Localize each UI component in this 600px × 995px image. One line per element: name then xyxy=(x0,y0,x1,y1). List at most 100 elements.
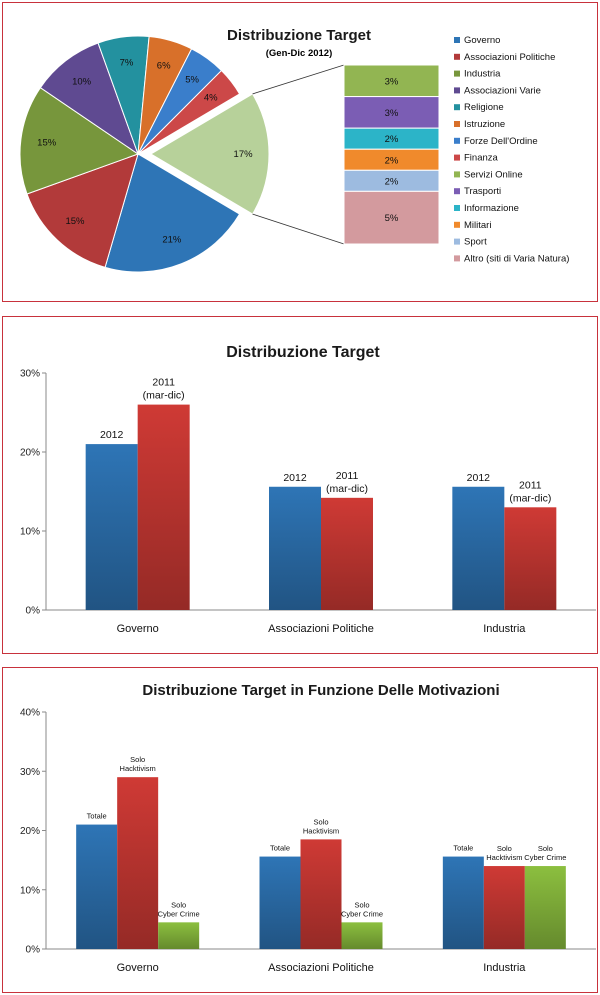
x-category-label: Governo xyxy=(117,623,159,635)
stack-segment-label: 3% xyxy=(385,76,399,87)
legend-label: Sport xyxy=(464,237,487,248)
pie-slice-0 xyxy=(104,153,241,273)
legend-swatch xyxy=(454,205,460,211)
x-category-label: Industria xyxy=(483,962,526,974)
bar-data-label: 2011 (mar-dic) xyxy=(326,470,368,495)
stack-segment-1 xyxy=(343,96,440,129)
bar-industria-series-2 xyxy=(524,866,566,949)
pie-slice-label: 6% xyxy=(157,61,171,72)
legend-label: Militari xyxy=(464,220,491,231)
pie-chart-title: Distribuzione Target xyxy=(227,27,371,44)
bar-industria-series-1 xyxy=(483,866,525,949)
bar-data-label: Solo Hacktivism xyxy=(120,755,156,773)
bar-data-label: Totale xyxy=(453,844,473,853)
pie-slice-label: 15% xyxy=(37,137,57,148)
bar-chart-2012-vs-2011: Distribuzione Target 0% 10% 20% 30% Governo 2… xyxy=(20,344,596,635)
legend-label: Associazioni Varie xyxy=(464,85,541,96)
stack-segment-label: 2% xyxy=(385,155,399,166)
pie-slice-3 xyxy=(39,42,139,156)
pie-slice-label: 10% xyxy=(72,76,92,87)
x-category-label: Associazioni Politiche xyxy=(268,623,374,635)
legend-label: Forze Dell'Ordine xyxy=(464,136,538,147)
bar-data-label: 2012 xyxy=(467,472,491,484)
legend-label: Altro (siti di Varia Natura) xyxy=(464,253,569,264)
legend-label: Industria xyxy=(464,69,501,80)
bar-data-label: Solo Cyber Crime xyxy=(341,900,383,918)
bar-data-label: Totale xyxy=(87,812,107,821)
pie-slice-7 xyxy=(137,69,241,155)
legend-label: Istruzione xyxy=(464,119,505,130)
legend-swatch xyxy=(454,121,460,127)
bar-chart-3-title: Distribuzione Target in Funzione Delle M… xyxy=(142,682,499,699)
y-tick-label: 0% xyxy=(26,945,41,956)
legend-swatch xyxy=(454,238,460,245)
stack-segment-5 xyxy=(343,190,440,245)
x-category-label: Industria xyxy=(483,623,526,635)
legend-swatch xyxy=(454,70,460,77)
stack-segment-label: 3% xyxy=(385,108,399,119)
bar-associazioni-politiche-series-2 xyxy=(341,922,383,949)
bar-associazioni-politiche-series-0 xyxy=(259,856,301,949)
legend-swatch xyxy=(454,154,460,161)
x-category-label: Governo xyxy=(117,962,159,974)
pie-slice-1 xyxy=(26,153,139,268)
legend-label: Trasporti xyxy=(464,186,501,197)
y-tick-label: 30% xyxy=(20,767,40,778)
pie-slice-label: 15% xyxy=(65,216,85,227)
bar-governo-series-1 xyxy=(117,777,159,949)
legend-swatch xyxy=(454,221,460,228)
bar-associazioni-politiche-series-1 xyxy=(300,839,342,949)
bar-governo-series-1 xyxy=(137,404,190,610)
pie-slice-2 xyxy=(19,86,140,195)
pie-chart: Distribuzione Target (Gen-Dic 2012) 17% 2… xyxy=(19,27,569,273)
y-tick-label: 20% xyxy=(20,448,40,459)
bar-data-label: Solo Cyber Crime xyxy=(158,900,200,918)
bar-associazioni-politiche-series-1 xyxy=(321,497,373,610)
bar-governo-series-0 xyxy=(76,824,118,949)
bar-chart-panel-2012-vs-2011: Distribuzione Target 0% 10% 20% 30% Governo 2… xyxy=(2,316,598,654)
stack-segment-label: 2% xyxy=(385,176,399,187)
bar-industria-series-0 xyxy=(452,486,505,610)
legend-swatch xyxy=(454,53,460,60)
pie-slice-label: 4% xyxy=(204,93,218,104)
bar-chart-panel-motivazioni: Distribuzione Target in Funzione Delle M… xyxy=(2,667,598,993)
legend-swatch xyxy=(454,37,460,43)
y-tick-label: 40% xyxy=(20,708,40,719)
bar-chart-2-title: Distribuzione Target xyxy=(226,344,380,361)
legend-label: Servizi Online xyxy=(464,169,523,180)
legend-swatch xyxy=(454,171,460,178)
legend-label: Associazioni Politiche xyxy=(464,52,555,63)
y-tick-label: 0% xyxy=(26,606,41,617)
legend-label: Religione xyxy=(464,102,504,113)
bar-data-label: 2011 (mar-dic) xyxy=(143,377,185,402)
bar-data-label: Solo Hacktivism xyxy=(303,817,339,835)
legend-swatch xyxy=(454,137,460,144)
bar-data-label: 2012 xyxy=(100,429,124,441)
bar-data-label: Solo Hacktivism xyxy=(486,844,522,862)
pie-slice-label: 17% xyxy=(234,149,254,160)
pie-chart-panel: Distribuzione Target (Gen-Dic 2012) 17% 2… xyxy=(2,2,598,302)
y-tick-label: 30% xyxy=(20,369,40,380)
bar-governo-series-0 xyxy=(85,444,138,610)
pie-slice-8 xyxy=(150,93,270,215)
y-tick-label: 10% xyxy=(20,885,40,896)
bar-industria-series-1 xyxy=(504,507,557,610)
legend-swatch xyxy=(454,104,460,111)
pie-slice-label: 7% xyxy=(120,58,134,69)
bar-data-label: Solo Cyber Crime xyxy=(524,844,566,862)
bar-chart-motivazioni: Distribuzione Target in Funzione Delle M… xyxy=(20,682,596,974)
stack-segment-0 xyxy=(343,64,440,98)
legend-swatch xyxy=(454,87,460,94)
legend-swatch xyxy=(454,255,460,262)
bar-data-label: 2011 (mar-dic) xyxy=(509,479,551,504)
bar-industria-series-0 xyxy=(442,856,484,949)
y-tick-label: 10% xyxy=(20,527,40,538)
connector-line-top xyxy=(252,64,345,95)
y-tick-label: 20% xyxy=(20,826,40,837)
legend-swatch xyxy=(454,188,460,195)
legend-label: Finanza xyxy=(464,153,499,164)
connector-line-bottom xyxy=(252,213,345,245)
legend-label: Informazione xyxy=(464,203,519,214)
bar-data-label: 2012 xyxy=(283,472,307,484)
pie-slice-label: 5% xyxy=(185,75,199,86)
